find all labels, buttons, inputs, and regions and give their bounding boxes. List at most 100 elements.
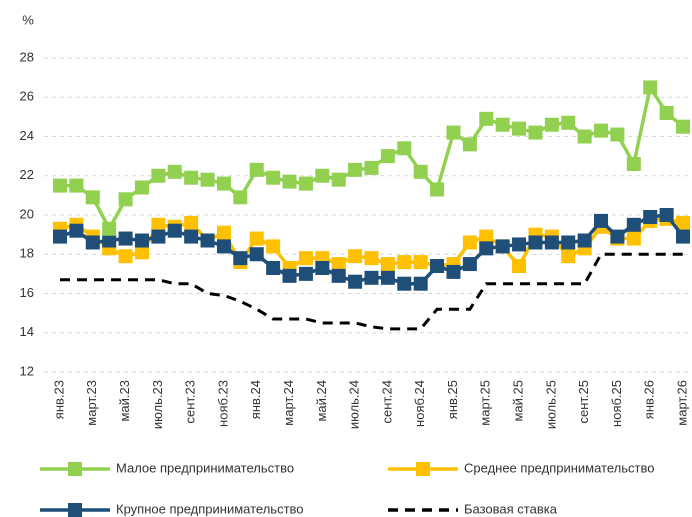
point xyxy=(200,233,215,248)
point xyxy=(216,239,231,254)
point xyxy=(216,225,231,240)
legend-marker xyxy=(68,462,82,476)
legend-label: Базовая ставка xyxy=(464,501,558,516)
point xyxy=(528,125,543,140)
point xyxy=(626,217,641,232)
point xyxy=(643,80,658,95)
point xyxy=(331,257,346,272)
x-tick-label: сент.25 xyxy=(576,380,591,424)
x-tick-label: июль.25 xyxy=(543,380,558,429)
y-tick-label: 28 xyxy=(20,49,34,64)
x-tick-label: янв.26 xyxy=(642,380,657,419)
point xyxy=(53,178,67,193)
point xyxy=(380,270,395,285)
point xyxy=(561,249,576,264)
y-tick-label: 16 xyxy=(20,285,34,300)
x-tick-label: янв.25 xyxy=(445,380,460,419)
x-tick-label: март.26 xyxy=(674,380,689,426)
point xyxy=(380,149,395,164)
x-tick-label: нояб.24 xyxy=(412,380,427,427)
x-tick-label: май.23 xyxy=(117,380,132,422)
legend-marker xyxy=(416,462,430,476)
point xyxy=(446,264,461,279)
point xyxy=(102,233,117,248)
point xyxy=(348,249,363,264)
point xyxy=(430,182,445,197)
point xyxy=(266,239,281,254)
point xyxy=(397,276,412,291)
y-tick-label: 26 xyxy=(20,89,34,104)
y-tick-label: 18 xyxy=(20,246,34,261)
point xyxy=(364,160,379,175)
point xyxy=(610,127,625,142)
series xyxy=(53,80,690,236)
point xyxy=(69,178,84,193)
point xyxy=(659,105,674,120)
legend-label: Малое предпринимательство xyxy=(116,460,294,475)
point xyxy=(544,235,559,250)
point xyxy=(512,237,527,252)
point xyxy=(233,251,248,266)
point xyxy=(561,115,576,130)
point xyxy=(512,259,527,274)
point xyxy=(85,235,100,250)
point xyxy=(676,215,690,230)
point xyxy=(216,176,231,191)
point xyxy=(233,190,248,205)
point xyxy=(266,260,281,275)
x-tick-label: нояб.25 xyxy=(609,380,624,427)
point xyxy=(676,229,690,244)
point xyxy=(184,170,199,185)
point xyxy=(134,245,149,260)
series-line xyxy=(60,252,683,331)
point xyxy=(577,233,592,248)
point xyxy=(184,215,199,230)
point xyxy=(446,125,461,140)
y-tick-label: 12 xyxy=(20,363,34,378)
y-tick-label: 20 xyxy=(20,206,34,221)
point xyxy=(348,274,363,289)
x-tick-label: июль.24 xyxy=(347,380,362,429)
y-tick-label: 14 xyxy=(20,324,34,339)
point xyxy=(380,257,395,272)
point xyxy=(331,268,346,283)
point xyxy=(249,247,264,262)
point xyxy=(53,229,67,244)
point xyxy=(134,180,149,195)
point xyxy=(479,229,494,244)
point xyxy=(151,168,166,183)
point xyxy=(184,229,199,244)
point xyxy=(479,241,494,256)
point xyxy=(282,174,297,189)
point xyxy=(102,221,117,236)
point xyxy=(364,270,379,285)
point xyxy=(167,223,182,238)
series xyxy=(53,208,690,291)
point xyxy=(266,170,281,185)
point xyxy=(397,255,412,270)
point xyxy=(167,164,182,179)
point xyxy=(430,259,445,274)
point xyxy=(315,168,330,183)
point xyxy=(594,123,609,138)
point xyxy=(462,257,477,272)
x-tick-label: май.24 xyxy=(314,380,329,422)
point xyxy=(118,231,133,246)
point xyxy=(348,162,363,177)
point xyxy=(200,172,215,187)
point xyxy=(495,117,510,132)
point xyxy=(659,208,674,222)
point xyxy=(315,260,330,275)
x-tick-label: янв.23 xyxy=(51,380,66,419)
point xyxy=(626,231,641,246)
point xyxy=(413,255,428,270)
point xyxy=(544,117,559,132)
point xyxy=(298,176,313,191)
point xyxy=(134,233,149,248)
point xyxy=(397,141,412,156)
point xyxy=(151,217,166,232)
y-axis-label: % xyxy=(22,12,34,27)
point xyxy=(528,235,543,250)
point xyxy=(85,190,100,205)
point xyxy=(643,209,658,224)
